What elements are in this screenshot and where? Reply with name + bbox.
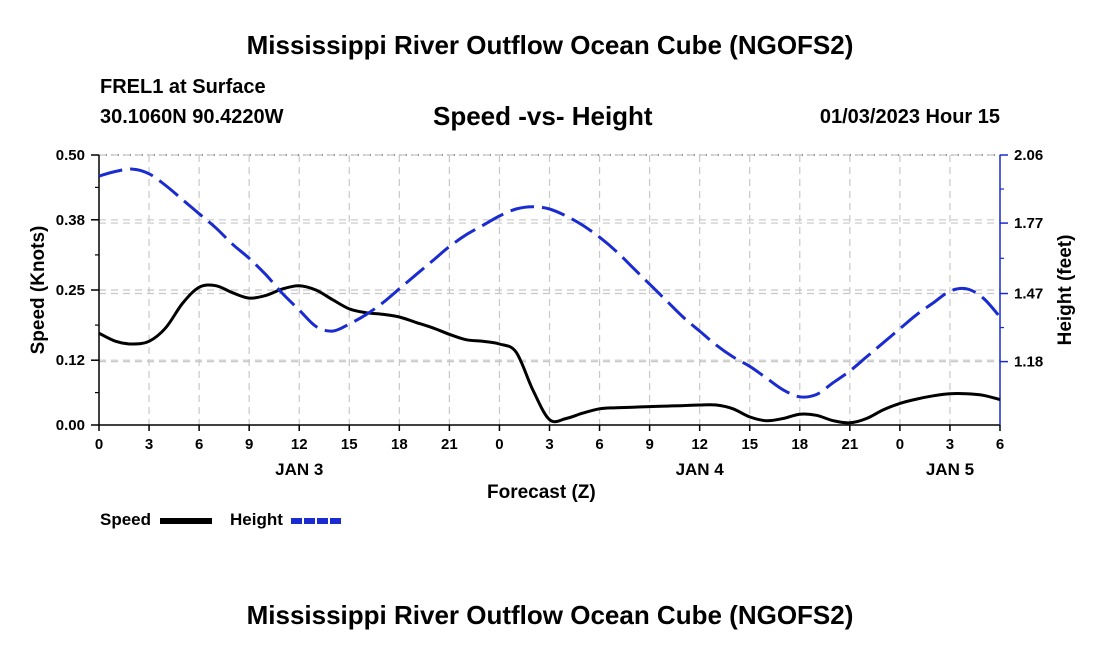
- x-tick-label: 0: [896, 436, 904, 453]
- series-lines: [98, 167, 1002, 425]
- x-tick-label: 3: [545, 436, 553, 453]
- series-height-line: [98, 167, 1002, 399]
- y-right-tick-label: 1.47: [1014, 286, 1043, 303]
- y-left-tick-label: 0.25: [56, 282, 85, 299]
- y-axis-right-label: Height (feet): [1055, 235, 1076, 346]
- y-right-tick-label: 2.06: [1014, 147, 1043, 164]
- forecast-timestamp: 01/03/2023 Hour 15: [819, 106, 1000, 128]
- chart-subtitle: Speed -vs- Height: [433, 101, 653, 131]
- y-right-tick-label: 1.18: [1014, 354, 1043, 371]
- y-axis-left-label: Speed (Knots): [28, 226, 49, 355]
- x-tick-label: 9: [645, 436, 653, 453]
- x-tick-label: 3: [946, 436, 954, 453]
- x-tick-label: 9: [245, 436, 253, 453]
- legend-speed-label: Speed: [100, 510, 152, 529]
- x-tick-label: 6: [595, 436, 603, 453]
- x-tick-label: 12: [291, 436, 308, 453]
- x-tick-label: 15: [341, 436, 358, 453]
- x-axis-label: Forecast (Z): [487, 482, 596, 503]
- x-tick-label: 12: [691, 436, 708, 453]
- footer-title: Mississippi River Outflow Ocean Cube (NG…: [246, 600, 854, 630]
- legend-speed-swatch: [160, 518, 212, 524]
- legend-height-swatch: [291, 518, 343, 524]
- x-tick-label: 18: [391, 436, 408, 453]
- y-left-tick-label: 0.12: [56, 352, 85, 369]
- axes: [91, 154, 1008, 431]
- x-tick-label: 0: [495, 436, 503, 453]
- series-speed-line: [98, 283, 1001, 425]
- grid-lines: [99, 154, 1000, 425]
- x-day-label: JAN 3: [275, 460, 323, 479]
- tick-labels: 0 3 6 9 12 15 18 21 0 3 6 9 12 15 18 21 0 3 6 JAN 3 JAN 4 JAN…: [28, 147, 1076, 479]
- y-left-tick-label: 0.50: [56, 147, 85, 164]
- x-tick-label: 15: [741, 436, 758, 453]
- chart-title: Mississippi River Outflow Ocean Cube (NG…: [246, 30, 854, 60]
- x-tick-label: 21: [441, 436, 458, 453]
- x-tick-label: 3: [145, 436, 153, 453]
- x-tick-label: 0: [95, 436, 103, 453]
- x-day-label: JAN 4: [676, 460, 725, 479]
- legend-height-label: Height: [230, 510, 283, 529]
- y-left-tick-label: 0.38: [56, 212, 85, 229]
- x-tick-label: 21: [841, 436, 858, 453]
- x-day-label: JAN 5: [926, 460, 974, 479]
- y-left-tick-label: 0.00: [56, 417, 85, 434]
- x-tick-label: 18: [791, 436, 808, 453]
- x-tick-label: 6: [996, 436, 1004, 453]
- y-right-tick-label: 1.77: [1014, 215, 1043, 232]
- x-tick-label: 6: [195, 436, 203, 453]
- station-label: FREL1 at Surface: [100, 76, 266, 98]
- coordinates-label: 30.1060N 90.4220W: [100, 106, 284, 128]
